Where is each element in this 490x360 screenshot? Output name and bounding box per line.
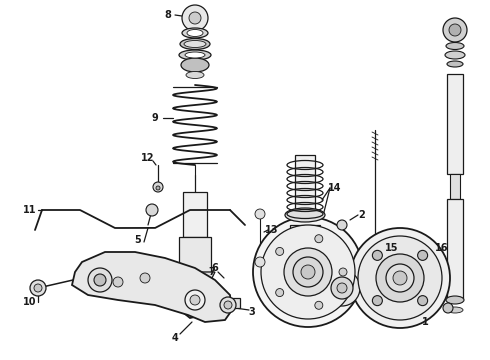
Text: 14: 14	[328, 183, 342, 193]
Circle shape	[220, 297, 236, 313]
Text: 2: 2	[359, 210, 366, 220]
Ellipse shape	[186, 72, 204, 78]
Circle shape	[185, 290, 205, 310]
Circle shape	[190, 295, 200, 305]
Circle shape	[315, 235, 323, 243]
Bar	[295, 155, 315, 215]
Bar	[290, 225, 320, 270]
Circle shape	[386, 264, 414, 292]
Bar	[447, 74, 463, 174]
Circle shape	[339, 268, 347, 276]
Bar	[450, 174, 460, 199]
Circle shape	[443, 303, 453, 313]
Text: 9: 9	[151, 113, 158, 123]
Text: 12: 12	[141, 153, 155, 163]
Circle shape	[331, 277, 353, 299]
Circle shape	[443, 18, 467, 42]
Circle shape	[255, 209, 265, 219]
Text: 10: 10	[23, 297, 37, 307]
Circle shape	[261, 225, 355, 319]
Circle shape	[94, 274, 106, 286]
Ellipse shape	[285, 208, 325, 222]
Ellipse shape	[445, 51, 465, 59]
Ellipse shape	[181, 58, 209, 72]
Text: 7: 7	[209, 267, 216, 277]
Circle shape	[103, 267, 113, 277]
Circle shape	[417, 250, 428, 260]
Ellipse shape	[184, 40, 206, 48]
Circle shape	[88, 268, 112, 292]
Circle shape	[293, 257, 323, 287]
Circle shape	[393, 271, 407, 285]
Circle shape	[156, 186, 160, 190]
Circle shape	[324, 270, 360, 306]
Ellipse shape	[179, 50, 211, 60]
Circle shape	[284, 248, 332, 296]
Polygon shape	[175, 280, 215, 318]
Ellipse shape	[182, 28, 208, 38]
Circle shape	[358, 236, 442, 320]
Circle shape	[30, 280, 46, 296]
Circle shape	[337, 220, 347, 230]
Circle shape	[301, 265, 315, 279]
Bar	[215, 298, 240, 308]
Circle shape	[140, 273, 150, 283]
Polygon shape	[290, 270, 320, 282]
Bar	[179, 237, 211, 272]
Circle shape	[372, 250, 382, 260]
Text: 3: 3	[248, 307, 255, 317]
Circle shape	[376, 254, 424, 302]
Text: 16: 16	[435, 243, 449, 253]
Text: 5: 5	[135, 235, 142, 245]
Bar	[183, 192, 207, 237]
Text: 1: 1	[421, 317, 428, 327]
Text: 15: 15	[385, 243, 399, 253]
Text: 6: 6	[212, 263, 219, 273]
Circle shape	[337, 283, 347, 293]
Circle shape	[449, 24, 461, 36]
Text: 4: 4	[172, 333, 178, 343]
Ellipse shape	[185, 52, 205, 58]
Text: 11: 11	[23, 205, 37, 215]
Circle shape	[153, 182, 163, 192]
Ellipse shape	[187, 30, 203, 36]
Circle shape	[34, 284, 42, 292]
Bar	[371, 260, 379, 266]
Circle shape	[113, 277, 123, 287]
Bar	[320, 238, 340, 250]
Circle shape	[224, 301, 232, 309]
Polygon shape	[175, 272, 215, 280]
Ellipse shape	[446, 42, 464, 50]
Ellipse shape	[447, 61, 463, 67]
Circle shape	[371, 268, 379, 276]
Circle shape	[189, 12, 201, 24]
Circle shape	[417, 296, 428, 306]
Bar	[447, 199, 463, 299]
Circle shape	[253, 217, 363, 327]
Circle shape	[146, 204, 158, 216]
Text: 13: 13	[265, 225, 279, 235]
Ellipse shape	[447, 307, 463, 313]
Circle shape	[315, 301, 323, 309]
Circle shape	[372, 296, 382, 306]
Ellipse shape	[180, 39, 210, 50]
Polygon shape	[72, 252, 232, 322]
Ellipse shape	[446, 296, 464, 304]
Circle shape	[255, 257, 265, 267]
Text: 8: 8	[165, 10, 172, 20]
Circle shape	[276, 247, 284, 256]
Circle shape	[182, 5, 208, 31]
Circle shape	[350, 228, 450, 328]
Circle shape	[276, 289, 284, 297]
